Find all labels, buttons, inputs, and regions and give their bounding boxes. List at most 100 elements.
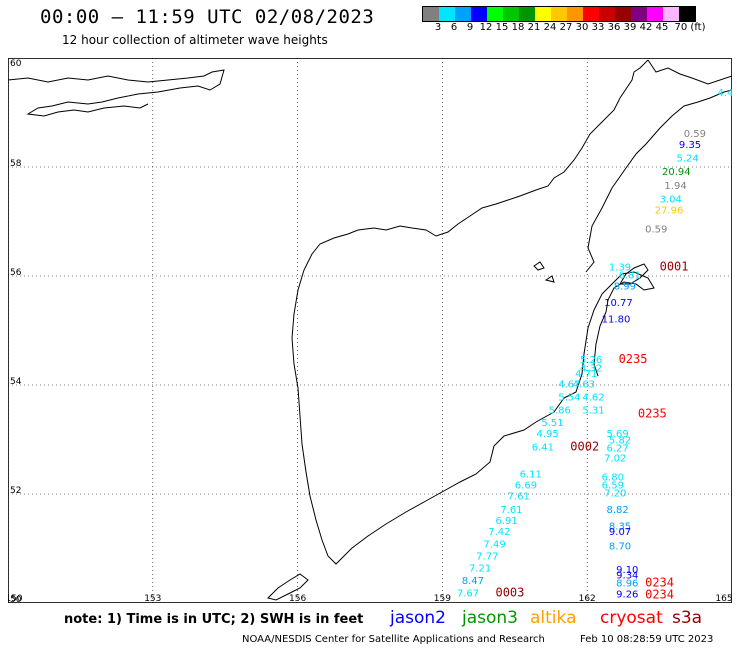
wave-height-value: 7.20 [604, 489, 626, 500]
wave-height-value: 27.96 [655, 205, 684, 216]
colorbar-label: 70 (ft) [674, 22, 706, 33]
wave-height-value: 7.61 [508, 491, 530, 502]
colorbar-swatch [663, 7, 679, 21]
wave-height-value: 4.32 [580, 363, 602, 374]
colorbar-label: 27 [559, 22, 573, 33]
colorbar-swatch [439, 7, 455, 21]
wave-height-value: 5.54 [558, 392, 580, 403]
wave-height-value: 7.21 [469, 563, 491, 574]
colorbar-swatch [679, 7, 695, 21]
wave-height-value: 5.86 [549, 405, 571, 416]
legend-altika: altika [530, 608, 577, 628]
colorbar-swatch [503, 7, 519, 21]
timestamp: Feb 10 08:28:59 UTC 2023 [580, 634, 714, 645]
colorbar-swatch [583, 7, 599, 21]
colorbar-swatch [631, 7, 647, 21]
colorbar-swatch [487, 7, 503, 21]
pass-time-label: 0234 [645, 576, 674, 590]
credit-line: NOAA/NESDIS Center for Satellite Applica… [242, 634, 713, 645]
kamchatka-coastline [291, 59, 655, 565]
y-tick-label: 52 [10, 486, 21, 496]
wave-height-value: 6.81 [619, 271, 641, 282]
wave-height-value: 6.27 [607, 443, 629, 454]
pass-time-label: 0235 [638, 407, 667, 421]
colorbar-label: 36 [607, 22, 621, 33]
wave-height-value: 6.11 [520, 470, 542, 481]
northern-shore [8, 69, 225, 117]
colorbar-swatch [423, 7, 439, 21]
wave-height-value: 1.39 [609, 263, 631, 274]
colorbar-label: 24 [543, 22, 557, 33]
legend-jason2: jason2 [390, 608, 446, 628]
pass-time-label: 0003 [495, 585, 524, 599]
colorbar-label: 9 [466, 22, 474, 33]
wave-height-value: 4.67 [558, 380, 580, 391]
wave-height-value: 9.35 [679, 140, 701, 151]
pass-time-label: 0001 [660, 260, 689, 274]
colorbar-label: 6 [450, 22, 458, 33]
colorbar-swatch [519, 7, 535, 21]
wave-height-value: 4.71 [575, 369, 597, 380]
small-island-1 [533, 261, 545, 271]
colorbar-label: 45 [655, 22, 669, 33]
wave-height-value: 8.99 [614, 282, 636, 293]
x-tick-label: 162 [579, 594, 596, 603]
map-frame [8, 58, 732, 603]
wave-height-value: 4.46 [718, 88, 732, 99]
wave-height-value: 6.69 [515, 481, 537, 492]
wave-height-value: 7.49 [483, 539, 505, 550]
colorbar-swatch [551, 7, 567, 21]
wave-height-value: 8.82 [607, 505, 629, 516]
wave-height-value: 8.96 [616, 579, 638, 590]
wave-height-value: 5.82 [609, 435, 631, 446]
wave-height-value: 7.77 [476, 551, 498, 562]
colorbar-swatch [599, 7, 615, 21]
colorbar-labels: 3 6 9 12 15 18 21 24 27 30 33 36 39 42 45 70 (ft) [422, 22, 740, 34]
colorbar-label: 33 [591, 22, 605, 33]
map-subtitle: 12 hour collection of altimeter wave hei… [62, 33, 328, 47]
colorbar-label: 39 [623, 22, 637, 33]
wave-height-value: 6.80 [602, 472, 624, 483]
colorbar-swatch [615, 7, 631, 21]
x-tick-label: 159 [434, 594, 451, 603]
colorbar-label: 18 [511, 22, 525, 33]
wave-height-value: 5.69 [607, 429, 629, 440]
wave-height-value: 5.51 [541, 418, 563, 429]
colorbar-swatch [535, 7, 551, 21]
pass-time-label: 0234 [645, 588, 674, 602]
pass-time-label: 0235 [619, 352, 648, 366]
wave-height-value: 9.10 [616, 565, 638, 576]
colorbar-swatch [455, 7, 471, 21]
wave-height-value: 0.59 [684, 129, 706, 140]
y-tick-label: 50 [10, 595, 22, 603]
wave-height-value: 4.63 [573, 380, 595, 391]
wave-height-value: 5.26 [580, 355, 602, 366]
x-tick-label: 150 [8, 594, 23, 603]
wave-height-value: 7.61 [500, 505, 522, 516]
wave-height-value: 9.26 [616, 590, 638, 601]
wave-height-value: 10.77 [604, 298, 633, 309]
wave-height-value: 5.24 [676, 154, 698, 165]
kuril-island [267, 573, 309, 601]
colorbar-swatch [567, 7, 583, 21]
colorbar-swatch [471, 7, 487, 21]
wave-height-points: 4.460.599.355.2420.941.943.0427.960.591.… [457, 88, 732, 600]
legend-jason3: jason3 [462, 608, 518, 628]
taygonos-coast [647, 59, 732, 85]
wave-height-value: 0.59 [645, 224, 667, 235]
wave-height-value: 8.35 [609, 521, 631, 532]
pass-time-label: 0002 [570, 439, 599, 453]
wave-height-value: 9.34 [616, 570, 638, 581]
y-tick-label: 56 [10, 268, 22, 278]
small-island-2 [544, 275, 555, 283]
colorbar-label: 3 [434, 22, 442, 33]
colorbar-label: 30 [575, 22, 589, 33]
footer-note: note: 1) Time is in UTC; 2) SWH is in fe… [64, 612, 364, 627]
wave-height-value: 7.02 [604, 453, 626, 464]
wave-height-value: 6.91 [495, 516, 517, 527]
wave-height-value: 3.04 [660, 194, 682, 205]
wave-height-value: 9.07 [609, 527, 631, 538]
wave-height-value: 6.59 [602, 481, 624, 492]
